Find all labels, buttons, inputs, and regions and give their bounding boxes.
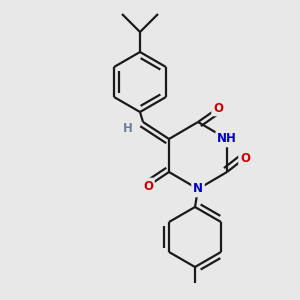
- Text: NH: NH: [217, 133, 237, 146]
- Text: O: O: [213, 101, 223, 115]
- Text: O: O: [240, 152, 250, 164]
- Text: O: O: [143, 179, 153, 193]
- Text: N: N: [193, 182, 203, 196]
- Text: H: H: [123, 122, 133, 136]
